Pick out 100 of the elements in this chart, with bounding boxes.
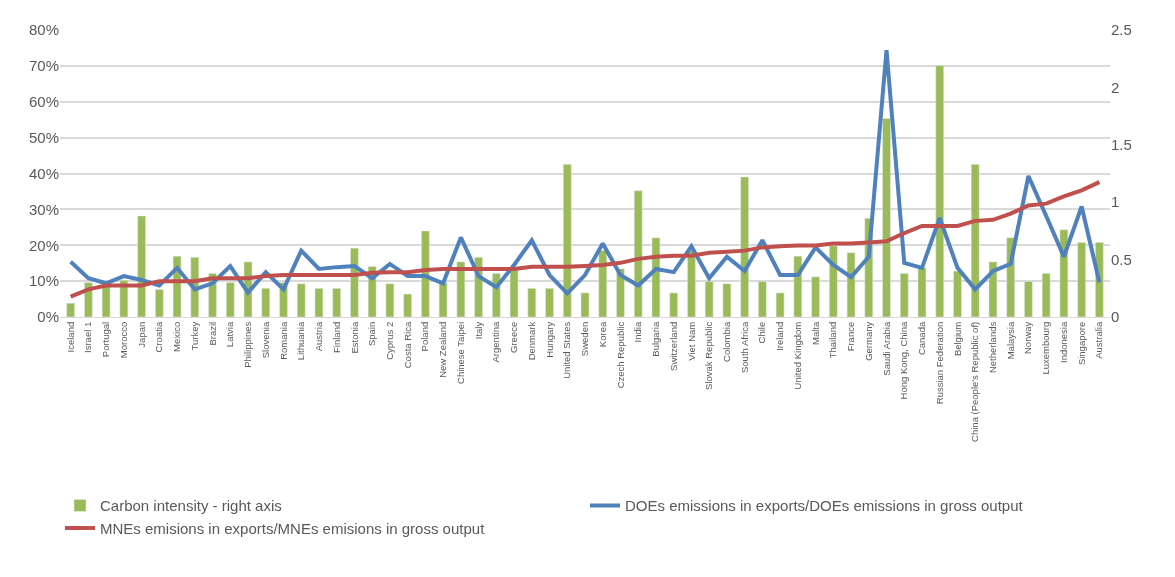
x-tick-label: Netherlands (987, 321, 999, 374)
y2-tick-label: 0 (1111, 308, 1120, 326)
x-tick-label: Denmark (525, 321, 537, 361)
y2-tick-label: 2.5 (1111, 21, 1132, 39)
x-tick-label: Luxembourg (1040, 321, 1052, 375)
x-tick-label: Australia (1093, 321, 1105, 359)
x-tick-label: Hungary (543, 321, 555, 358)
x-tick-label: Iceland (64, 321, 76, 353)
y-tick-label: 50% (28, 128, 59, 146)
bar (722, 283, 732, 317)
bar (846, 252, 856, 317)
x-tick-label: Malta (809, 321, 821, 346)
x-tick-label: Morocco (117, 321, 129, 359)
bar (917, 267, 927, 317)
bar (456, 261, 466, 317)
bar (829, 245, 838, 317)
legend-label: MNEs emisions in exports/MNEs emisions in gross output (100, 519, 486, 537)
x-tick-label: Chinese Taipei (454, 321, 466, 384)
bar (704, 281, 714, 317)
bar (261, 288, 270, 317)
y-tick-label: 0% (37, 308, 59, 326)
x-tick-label: United Kingdom (791, 321, 803, 390)
bar (385, 283, 395, 317)
bar (155, 289, 164, 317)
bar (403, 293, 412, 317)
bar (137, 215, 146, 317)
y-tick-label: 80% (28, 21, 59, 39)
x-tick-label: Viet Nam (685, 321, 697, 361)
bar (314, 288, 324, 317)
bar (633, 190, 643, 317)
bar (66, 302, 75, 317)
x-tick-label: Switzerland (667, 321, 679, 371)
x-tick-label: France (845, 321, 857, 352)
x-tick-label: Chile (756, 321, 768, 344)
bar (988, 261, 998, 317)
x-tick-label: Hong Kong, China (898, 321, 910, 400)
x-tick-label: Poland (419, 321, 431, 352)
x-tick-label: Israel 1 (82, 321, 94, 353)
y-tick-label: 30% (28, 200, 59, 218)
x-tick-label: Norway (1022, 321, 1034, 354)
x-tick-label: Slovenia (259, 321, 271, 359)
bar (775, 292, 785, 317)
y-tick-label: 10% (28, 272, 59, 290)
line-series (68, 180, 1102, 299)
x-tick-label: Singapore (1075, 321, 1087, 366)
bar (935, 65, 944, 317)
x-tick-label: Saudi Arabia (880, 321, 892, 376)
bar (509, 267, 519, 317)
x-tick-label: Croatia (153, 321, 165, 353)
x-tick-label: Italy (472, 321, 484, 340)
bar (1041, 273, 1051, 317)
x-tick-label: China (People's Republic of) (969, 321, 981, 442)
legend-label: DOEs emissions in exports/DOEs emissions in gross output (625, 497, 1024, 515)
bar (598, 250, 607, 317)
x-tick-label: Philippines (242, 321, 254, 368)
x-tick-label: Indonesia (1057, 321, 1069, 363)
x-tick-label: Japan (135, 321, 147, 348)
bar (970, 164, 980, 317)
bar (1024, 281, 1033, 317)
bar (669, 292, 678, 317)
bar (580, 292, 590, 317)
x-tick-label: Brazil (206, 321, 218, 346)
x-tick-label: Argentina (490, 321, 502, 363)
bar (527, 288, 537, 317)
bar (740, 176, 749, 317)
x-tick-label: Finland (330, 321, 342, 353)
x-tick-label: Costa Rica (401, 321, 413, 369)
x-tick-label: Belgium (951, 321, 963, 357)
x-tick-label: Canada (916, 321, 928, 356)
x-tick-label: Bulgaria (650, 321, 662, 357)
bar (900, 273, 909, 317)
y2-tick-label: 2 (1111, 78, 1120, 96)
x-tick-label: Korea (596, 321, 608, 348)
x-tick-label: Germany (862, 321, 874, 361)
bar (226, 282, 235, 317)
x-tick-label: South Africa (738, 321, 750, 374)
x-tick-label: Slovak Republic (703, 321, 715, 390)
x-tick-label: Romania (277, 321, 289, 360)
x-tick-label: New Zealand (437, 321, 449, 378)
y2-tick-label: 0.5 (1111, 250, 1132, 268)
x-tick-label: Sweden (579, 321, 591, 357)
x-tick-label: India (632, 321, 644, 343)
bar (1077, 242, 1086, 317)
y-tick-label: 70% (28, 57, 59, 75)
legend-label: Carbon intensity - right axis (100, 497, 282, 515)
bar (882, 118, 891, 317)
x-tick-label: Estonia (348, 321, 360, 354)
y-tick-label: 20% (28, 236, 59, 254)
x-tick-label: Latvia (224, 321, 236, 348)
x-tick-label: Cyprus 2 (383, 321, 395, 360)
x-tick-label: Russian Federation (933, 321, 945, 405)
x-tick-label: Mexico (171, 321, 183, 352)
y2-tick-label: 1.5 (1111, 136, 1132, 154)
bar (545, 288, 554, 317)
x-tick-label: Greece (508, 321, 520, 353)
x-tick-label: Turkey (188, 321, 200, 351)
bar (758, 281, 767, 317)
x-tick-label: Czech Republic (614, 321, 626, 389)
y2-tick-label: 1 (1111, 193, 1120, 211)
x-tick-label: Thailand (827, 321, 839, 359)
